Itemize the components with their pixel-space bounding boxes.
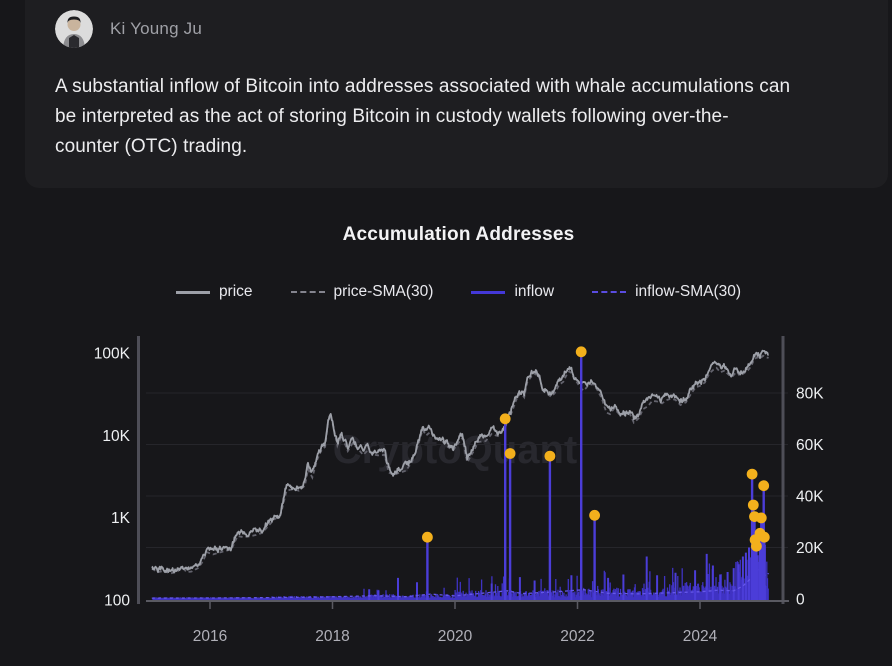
spike-marker[interactable] — [749, 511, 760, 522]
price-line-swatch — [175, 290, 210, 294]
post-text-line-1: A substantial inflow of Bitcoin into add… — [55, 76, 791, 97]
inflow-marked-spikes — [426, 355, 766, 600]
right-axis-label: 0 — [796, 592, 805, 609]
inflow-spikes — [368, 544, 766, 600]
x-axis-label: 2020 — [438, 628, 473, 645]
avatar-photo — [55, 10, 93, 48]
author-name[interactable]: Ki Young Ju — [110, 19, 203, 38]
right-axis-label: 20K — [796, 540, 824, 557]
spike-marker[interactable] — [575, 346, 587, 358]
legend-item-price[interactable]: price — [175, 283, 253, 301]
legend-label: price — [218, 283, 253, 300]
left-axis-label: 1K — [111, 510, 131, 527]
spike-marker[interactable] — [422, 531, 433, 543]
legend-item-price-sma[interactable]: price-SMA(30) — [290, 283, 434, 301]
price-sma-line-swatch — [290, 291, 325, 293]
left-axis-label: 100 — [104, 593, 130, 610]
inflow-sma-line — [151, 567, 770, 599]
right-axis-label: 40K — [796, 489, 824, 506]
spike-marker[interactable] — [589, 509, 600, 521]
legend-label: inflow-SMA(30) — [635, 283, 742, 300]
chart-title: Accumulation Addresses — [342, 224, 575, 245]
spike-marker[interactable] — [758, 480, 770, 492]
spike-marker[interactable] — [758, 531, 770, 543]
inflow-sma-line-swatch — [592, 291, 627, 293]
x-axis-label: 2018 — [315, 628, 349, 645]
inflow-bars — [152, 557, 769, 600]
legend-item-inflow[interactable]: inflow — [471, 283, 554, 301]
legend-item-inflow-sma[interactable]: inflow-SMA(30) — [592, 283, 741, 301]
avatar[interactable] — [55, 10, 93, 48]
spike-marker[interactable] — [754, 527, 766, 539]
post-card: Ki Young Ju A substantial inflow of Bitc… — [25, 0, 888, 188]
post-text: A substantial inflow of Bitcoin into add… — [55, 72, 790, 162]
spike-marker[interactable] — [499, 413, 511, 425]
left-axis-label: 100K — [94, 346, 131, 363]
spike-marker[interactable] — [747, 499, 759, 511]
chart-legend: price price-SMA(30) inflow inflow-SMA(30… — [25, 283, 892, 301]
x-axis-label: 2016 — [193, 628, 227, 645]
spike-marker[interactable] — [755, 512, 767, 524]
inflow-line-swatch — [471, 290, 506, 294]
watermark: CryptoQuant — [332, 428, 578, 472]
post-text-line-2: be interpreted as the act of storing Bit… — [55, 106, 729, 127]
post-header: Ki Young Ju — [55, 10, 202, 48]
post-text-line-3: counter (OTC) trading. — [55, 136, 248, 157]
legend-label: price-SMA(30) — [333, 283, 434, 300]
x-axis-label: 2024 — [683, 628, 718, 645]
spike-marker[interactable] — [751, 540, 762, 552]
spike-marker[interactable] — [749, 534, 761, 546]
legend-label: inflow — [514, 283, 555, 300]
x-axis-label: 2022 — [560, 628, 594, 645]
right-axis-label: 80K — [796, 386, 824, 403]
